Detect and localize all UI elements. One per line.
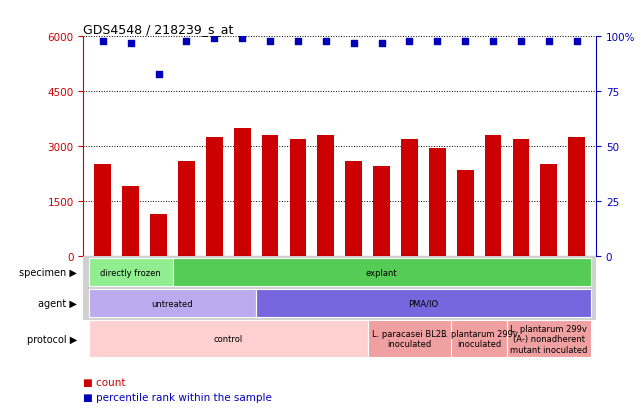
Text: explant: explant xyxy=(366,268,397,277)
Text: L. paracasei BL23
inoculated: L. paracasei BL23 inoculated xyxy=(372,329,447,349)
Point xyxy=(237,36,247,43)
Point xyxy=(488,38,498,45)
Point xyxy=(97,38,108,45)
Text: control: control xyxy=(213,335,243,343)
Bar xyxy=(485,135,501,256)
Text: GDS4548 / 218239_s_at: GDS4548 / 218239_s_at xyxy=(83,23,234,36)
Bar xyxy=(317,135,334,256)
Point xyxy=(572,38,582,45)
Bar xyxy=(451,320,507,358)
Bar xyxy=(94,165,111,256)
Bar xyxy=(256,290,590,318)
Text: specimen ▶: specimen ▶ xyxy=(19,268,77,278)
Text: untreated: untreated xyxy=(152,299,194,308)
Text: protocol ▶: protocol ▶ xyxy=(27,334,77,344)
Bar xyxy=(401,139,418,256)
Point xyxy=(376,40,387,47)
Point xyxy=(320,38,331,45)
Bar xyxy=(234,128,251,256)
Bar xyxy=(89,320,367,358)
Bar xyxy=(89,290,256,318)
Point xyxy=(516,38,526,45)
Bar xyxy=(206,138,222,256)
Point xyxy=(432,38,442,45)
Text: L. plantarum 299v
inoculated: L. plantarum 299v inoculated xyxy=(440,329,517,349)
Text: ■ percentile rank within the sample: ■ percentile rank within the sample xyxy=(83,392,272,401)
Text: ■ count: ■ count xyxy=(83,377,126,387)
Point xyxy=(265,38,275,45)
Bar xyxy=(290,139,306,256)
Point xyxy=(404,38,415,45)
Point xyxy=(460,38,470,45)
Bar xyxy=(569,138,585,256)
Bar xyxy=(457,170,474,256)
Bar xyxy=(89,259,172,287)
Bar xyxy=(178,161,195,256)
Bar xyxy=(373,167,390,256)
Point xyxy=(153,71,163,78)
Bar xyxy=(172,259,590,287)
Point xyxy=(293,38,303,45)
Point xyxy=(544,38,554,45)
Bar xyxy=(513,139,529,256)
Point xyxy=(181,38,192,45)
Text: agent ▶: agent ▶ xyxy=(38,299,77,309)
Bar xyxy=(262,135,278,256)
Point xyxy=(209,36,219,43)
Bar xyxy=(122,187,139,256)
Bar xyxy=(540,165,557,256)
Text: directly frozen: directly frozen xyxy=(101,268,161,277)
Point xyxy=(349,40,359,47)
Bar xyxy=(367,320,451,358)
Text: L. plantarum 299v
(A-) nonadherent
mutant inoculated: L. plantarum 299v (A-) nonadherent mutan… xyxy=(510,324,587,354)
Text: PMA/IO: PMA/IO xyxy=(408,299,438,308)
Point xyxy=(126,40,136,47)
Bar xyxy=(345,161,362,256)
Bar xyxy=(150,214,167,256)
Bar xyxy=(507,320,590,358)
Bar xyxy=(429,148,445,256)
